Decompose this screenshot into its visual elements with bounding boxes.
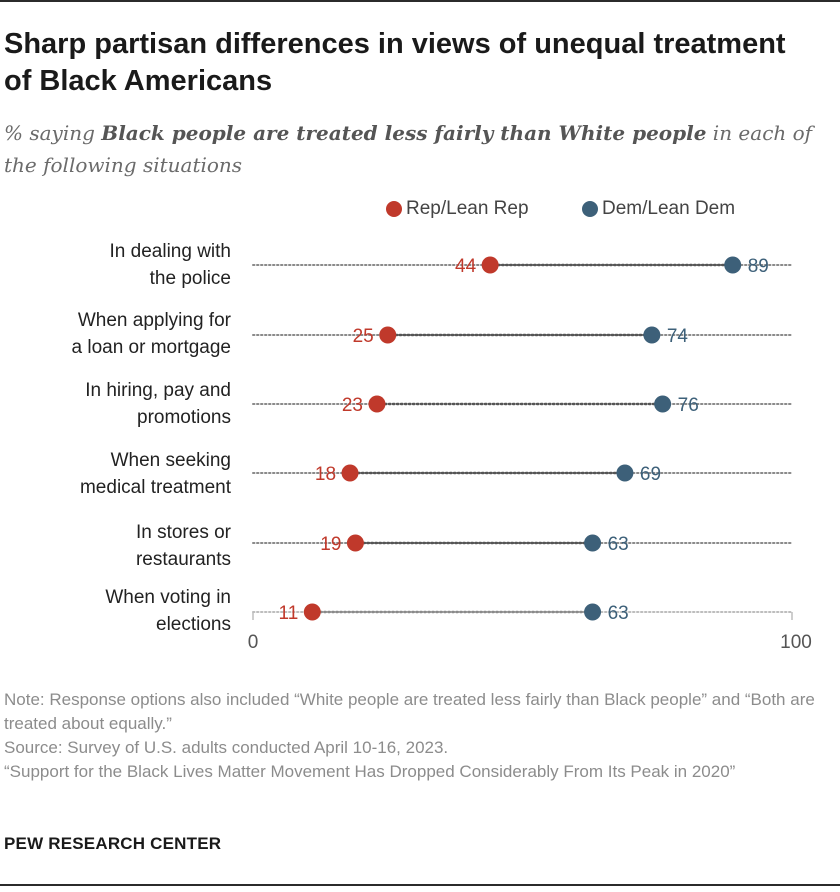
rep-value-label: 19 (320, 534, 341, 555)
rep-point (346, 534, 364, 552)
legend-dem-dot (582, 201, 598, 217)
legend: Rep/Lean Rep Dem/Lean Dem (0, 198, 840, 228)
dem-point (724, 256, 742, 274)
dem-value-label: 69 (640, 464, 661, 485)
rep-value-label: 25 (353, 326, 374, 347)
bottom-rule (0, 884, 840, 886)
source-text: Source: Survey of U.S. adults conducted … (4, 738, 449, 757)
row-label-line: In dealing with (109, 241, 231, 262)
row-label-line: promotions (137, 407, 231, 428)
rep-point (368, 395, 386, 413)
rep-point (341, 464, 359, 482)
dem-point (643, 326, 661, 344)
row-label-line: When voting in (105, 587, 231, 608)
axis-tick-label: 0 (248, 632, 259, 653)
rep-point (481, 256, 499, 274)
row-label-police: In dealing with the police (0, 238, 231, 292)
dem-value-label: 76 (678, 395, 699, 416)
chart-title: Sharp partisan differences in views of u… (4, 28, 786, 97)
dem-value-label: 74 (667, 326, 689, 347)
rep-value-label: 18 (315, 464, 336, 485)
rep-value-label: 11 (279, 603, 299, 624)
subtitle-prefix: % saying (4, 121, 102, 145)
axis-tick-label: 100 (780, 632, 812, 653)
dem-point (616, 464, 634, 482)
brand-logo-text: PEW RESEARCH CENTER (4, 834, 222, 853)
row-label-line: medical treatment (79, 477, 231, 498)
row-label-line: restaurants (135, 549, 231, 570)
row-label-stores: In stores or restaurants (0, 519, 231, 573)
subtitle-suffix: in each of the following situations (4, 121, 813, 177)
row-label-hiring: In hiring, pay and promotions (0, 377, 231, 431)
dot-plot: 44 89 25 74 23 76 18 69 19 63 11 63 0 100 (248, 256, 812, 653)
row-label-voting: When voting in elections (0, 584, 231, 638)
row-label-line: a loan or mortgage (71, 337, 232, 358)
note-text: Note: Response options also included “Wh… (4, 690, 815, 733)
row-label-line: In hiring, pay and (85, 380, 231, 401)
dem-value-label: 63 (608, 603, 629, 624)
dem-point (654, 395, 672, 413)
legend-dem-label: Dem/Lean Dem (602, 198, 736, 219)
top-rule (0, 0, 840, 2)
legend-rep-label: Rep/Lean Rep (406, 198, 529, 219)
row-label-line: When seeking (110, 450, 231, 471)
row-label-line: the police (149, 268, 231, 289)
row-label-line: elections (156, 614, 231, 635)
report-text: “Support for the Black Lives Matter Move… (4, 762, 736, 781)
rep-value-label: 44 (455, 256, 477, 277)
rep-point (379, 326, 397, 344)
rep-point (303, 603, 321, 621)
legend-item-rep: Rep/Lean Rep (386, 198, 529, 220)
legend-item-dem: Dem/Lean Dem (582, 198, 735, 220)
row-label-medical: When seeking medical treatment (0, 447, 231, 501)
row-label-loan: When applying for a loan or mortgage (0, 307, 232, 361)
dem-point (584, 534, 602, 552)
rep-value-label: 23 (342, 395, 363, 416)
subtitle-emphasis: Black people are treated less fairly tha… (101, 121, 707, 145)
chart-subtitle: % saying Black people are treated less f… (4, 117, 824, 181)
row-label-line: When applying for (77, 310, 231, 331)
notes: Note: Response options also included “Wh… (4, 688, 824, 784)
dem-point (584, 603, 602, 621)
dem-value-label: 63 (608, 534, 629, 555)
row-label-line: In stores or (135, 522, 231, 543)
legend-rep-dot (386, 201, 402, 217)
dem-value-label: 89 (748, 256, 769, 277)
